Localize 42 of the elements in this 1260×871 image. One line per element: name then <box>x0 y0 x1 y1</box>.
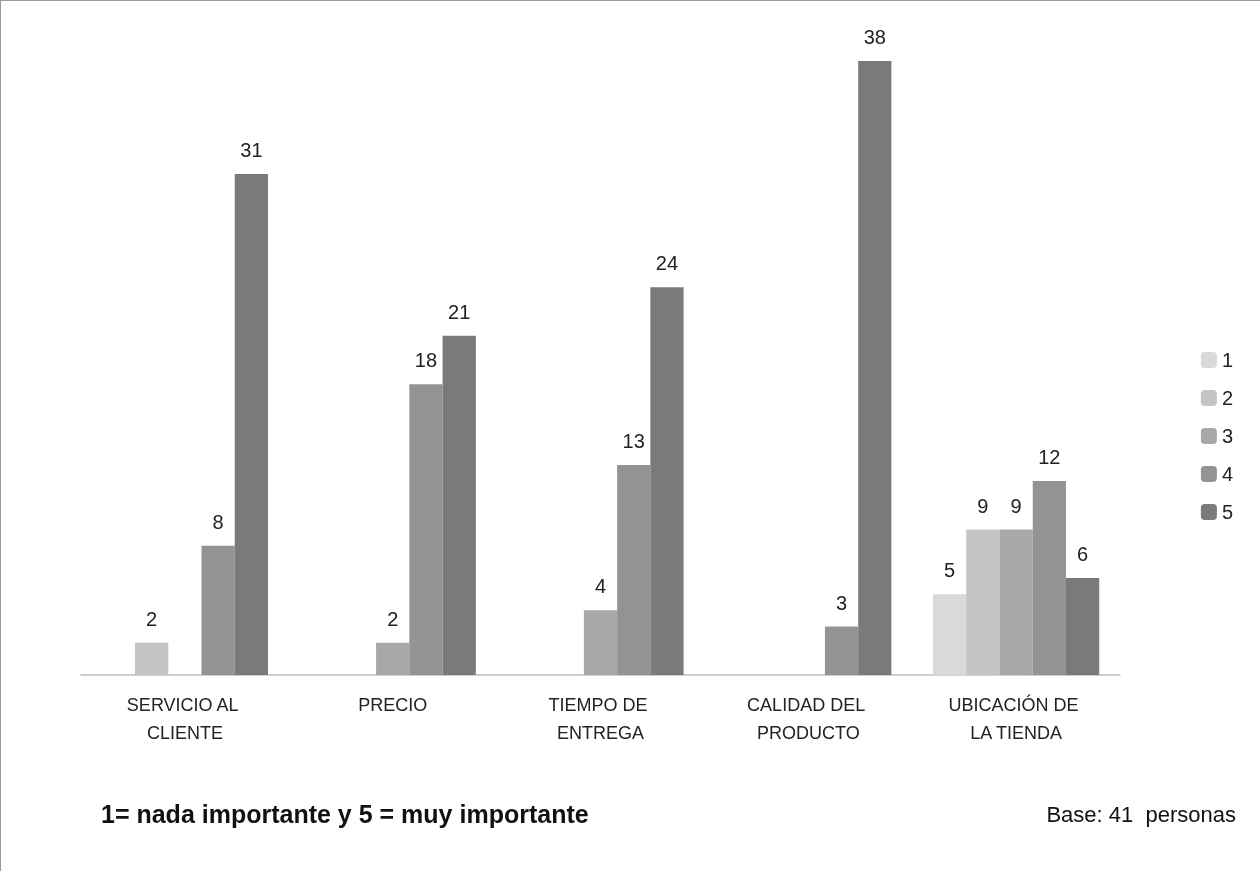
data-label: 21 <box>448 300 471 323</box>
data-label: 31 <box>240 139 263 162</box>
data-label: 3 <box>835 591 848 614</box>
x-tick-label: SERVICIO AL CLIENTE <box>126 695 243 743</box>
bar <box>999 529 1033 675</box>
data-label: 9 <box>977 494 989 517</box>
text: 1= nada importante y 5 = muy importante <box>101 799 589 828</box>
bar <box>1065 578 1100 675</box>
data-label: 5 <box>944 559 956 582</box>
x-tick-label: PRECIO <box>358 695 428 715</box>
data-label: 38 <box>863 26 886 48</box>
bar <box>932 594 967 675</box>
bar <box>858 61 892 675</box>
data-label: 13 <box>622 429 645 452</box>
bar <box>376 642 410 675</box>
x-tick-label: TIEMPO DE ENTREGA <box>548 695 653 743</box>
data-label: 4 <box>594 575 607 598</box>
x-tick-label: UBICACIÓN DE LA TIENDA <box>948 694 1084 743</box>
x-tick-label: CALIDAD DEL PRODUCTO <box>747 695 870 743</box>
bar <box>442 335 476 675</box>
bar <box>583 610 618 675</box>
legend-label: 2 <box>1221 387 1233 409</box>
data-label: 12 <box>1038 446 1061 469</box>
data-label: 18 <box>414 349 438 372</box>
data-label: 9 <box>1010 494 1022 517</box>
legend-label: 5 <box>1221 501 1233 523</box>
data-label: 8 <box>212 510 224 533</box>
bar <box>1032 481 1066 675</box>
data-label: 24 <box>655 252 679 275</box>
legend-label: 3 <box>1221 425 1233 447</box>
data-label: 6 <box>1077 543 1089 566</box>
bar <box>234 174 269 675</box>
legend-label: 4 <box>1221 463 1233 485</box>
bar <box>617 464 651 675</box>
text: Base: 41 personas <box>1046 801 1237 827</box>
bar <box>201 545 235 675</box>
legend-label: 1 <box>1221 349 1233 371</box>
bar <box>650 287 684 675</box>
data-label: 2 <box>387 607 399 630</box>
data-label: 2 <box>146 607 158 630</box>
bar <box>409 384 443 675</box>
bar <box>824 626 859 675</box>
